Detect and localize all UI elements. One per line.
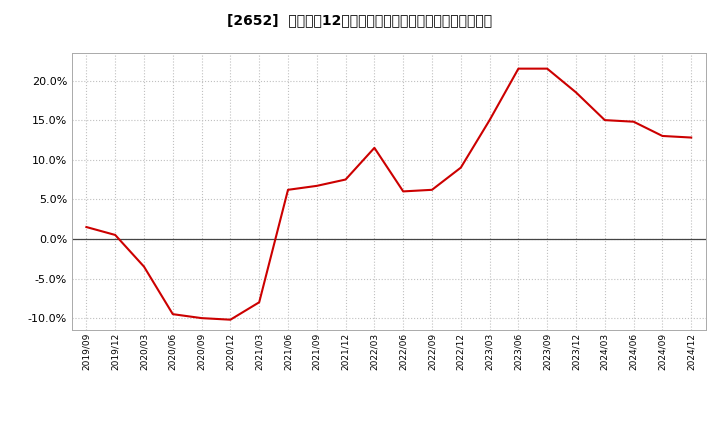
Text: [2652]  売上高の12か月移動合計の対前年同期増減率の推移: [2652] 売上高の12か月移動合計の対前年同期増減率の推移 (228, 13, 492, 27)
